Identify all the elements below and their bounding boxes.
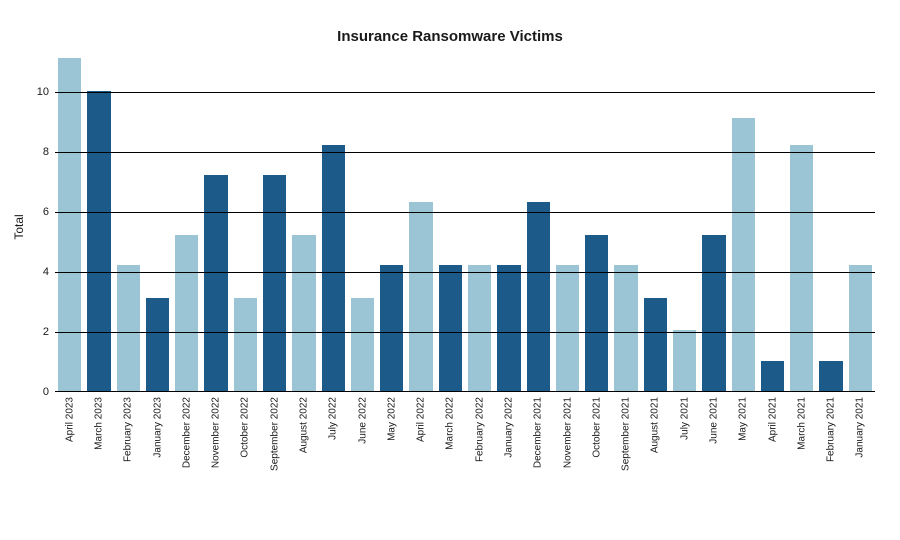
- x-tick-label: June 2022: [357, 391, 368, 444]
- bar: [614, 265, 637, 391]
- x-tick-label: September 2022: [269, 391, 280, 471]
- x-tick-label: November 2021: [562, 391, 573, 468]
- x-tick-label: August 2022: [298, 391, 309, 453]
- bar: [204, 175, 227, 391]
- bars-group: [55, 62, 875, 391]
- y-tick-label: 0: [43, 386, 55, 398]
- bar: [409, 202, 432, 391]
- x-tick-label: October 2022: [240, 391, 251, 458]
- x-tick-label: October 2021: [591, 391, 602, 458]
- x-tick-label: January 2021: [855, 391, 866, 458]
- gridline: [55, 152, 875, 153]
- x-tick-label: June 2021: [708, 391, 719, 444]
- bar: [351, 298, 374, 391]
- bar: [117, 265, 140, 391]
- x-tick-label: April 2021: [767, 391, 778, 442]
- bar: [292, 235, 315, 391]
- bar: [673, 330, 696, 392]
- bar: [732, 118, 755, 391]
- bar: [527, 202, 550, 391]
- x-tick-label: April 2022: [416, 391, 427, 442]
- gridline: [55, 212, 875, 213]
- bar: [819, 361, 842, 391]
- x-tick-label: March 2021: [796, 391, 807, 450]
- x-tick-label: March 2023: [93, 391, 104, 450]
- gridline: [55, 92, 875, 93]
- gridline: [55, 272, 875, 273]
- bar: [146, 298, 169, 391]
- x-tick-label: February 2021: [826, 391, 837, 462]
- chart-title: Insurance Ransomware Victims: [0, 28, 900, 45]
- bar: [87, 91, 110, 391]
- y-tick-label: 6: [43, 206, 55, 218]
- x-tick-label: April 2023: [64, 391, 75, 442]
- bar: [644, 298, 667, 391]
- bar: [585, 235, 608, 391]
- gridline: [55, 332, 875, 333]
- x-tick-label: February 2023: [123, 391, 134, 462]
- bar: [761, 361, 784, 391]
- x-tick-label: August 2021: [650, 391, 661, 453]
- x-tick-label: May 2022: [386, 391, 397, 441]
- chart-container: Insurance Ransomware Victims Total 02468…: [0, 0, 900, 540]
- x-tick-label: December 2022: [181, 391, 192, 468]
- plot-area: 0246810April 2023March 2023February 2023…: [55, 62, 875, 392]
- y-tick-label: 10: [37, 86, 55, 98]
- bar: [497, 265, 520, 391]
- y-tick-label: 8: [43, 146, 55, 158]
- bar: [790, 145, 813, 391]
- x-tick-label: January 2022: [503, 391, 514, 458]
- bar: [849, 265, 872, 391]
- x-tick-label: February 2022: [474, 391, 485, 462]
- bar: [175, 235, 198, 391]
- bar: [556, 265, 579, 391]
- bar: [439, 265, 462, 391]
- x-tick-label: November 2022: [211, 391, 222, 468]
- bar: [380, 265, 403, 391]
- x-tick-label: July 2021: [679, 391, 690, 440]
- x-tick-label: January 2023: [152, 391, 163, 458]
- x-tick-label: September 2021: [621, 391, 632, 471]
- bar: [263, 175, 286, 391]
- bar: [702, 235, 725, 391]
- y-tick-label: 4: [43, 266, 55, 278]
- bar: [58, 58, 81, 391]
- y-tick-label: 2: [43, 326, 55, 338]
- bar: [234, 298, 257, 391]
- bar: [322, 145, 345, 391]
- x-tick-label: December 2021: [533, 391, 544, 468]
- x-tick-label: May 2021: [738, 391, 749, 441]
- bar: [468, 265, 491, 391]
- x-tick-label: March 2022: [445, 391, 456, 450]
- y-axis-label: Total: [12, 214, 26, 239]
- x-tick-label: July 2022: [328, 391, 339, 440]
